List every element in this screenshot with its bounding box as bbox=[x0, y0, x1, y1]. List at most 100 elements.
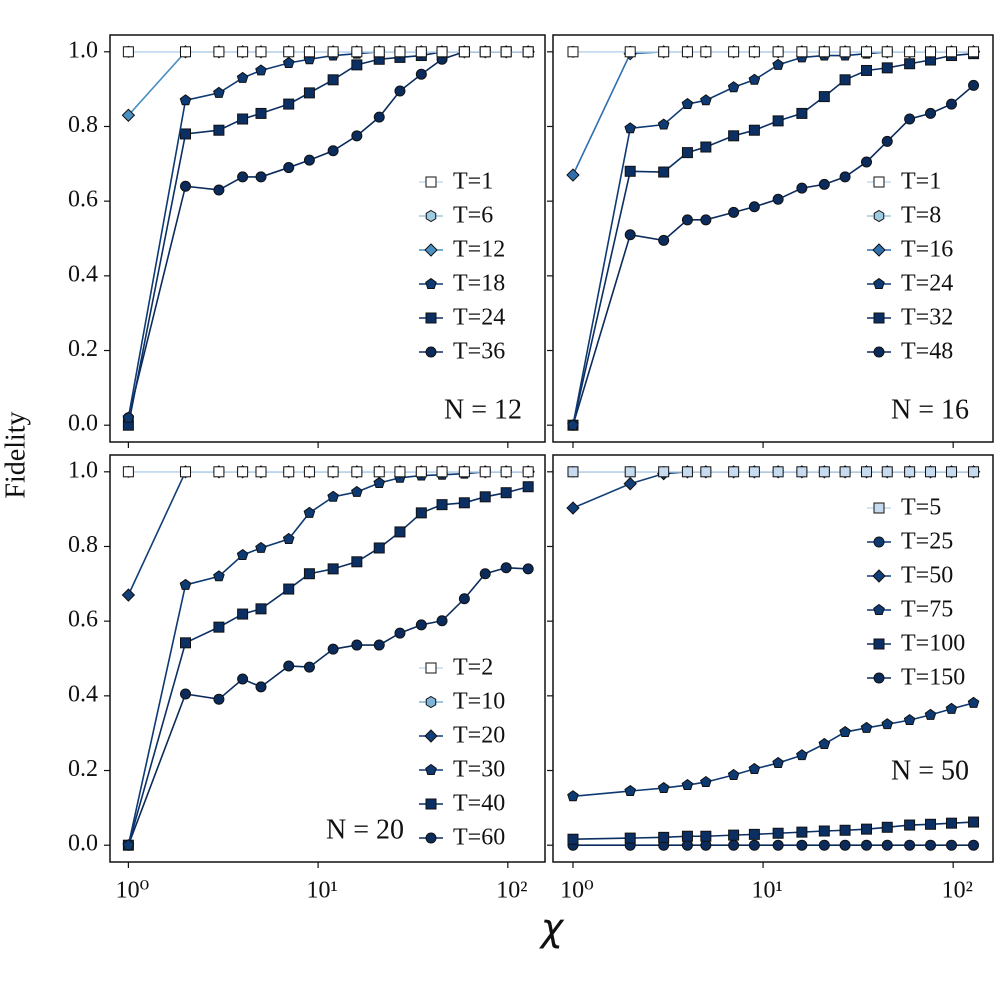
marker bbox=[700, 141, 712, 153]
marker bbox=[351, 556, 363, 568]
marker bbox=[351, 485, 363, 497]
y-tick-label: 0.0 bbox=[68, 411, 98, 437]
marker bbox=[179, 94, 192, 106]
legend-label: T=40 bbox=[453, 791, 505, 817]
marker bbox=[946, 46, 958, 58]
marker bbox=[904, 58, 916, 70]
marker bbox=[255, 466, 267, 478]
x-tick-label: 10² bbox=[942, 878, 973, 904]
marker bbox=[458, 46, 470, 58]
marker bbox=[839, 171, 851, 183]
marker bbox=[500, 466, 512, 478]
marker bbox=[861, 156, 873, 168]
marker bbox=[179, 637, 191, 649]
marker bbox=[436, 46, 448, 58]
y-tick-label: 0.8 bbox=[68, 532, 98, 558]
marker bbox=[772, 46, 784, 58]
series bbox=[567, 466, 980, 478]
y-tick-label: 1.0 bbox=[68, 37, 98, 63]
marker bbox=[872, 569, 886, 583]
marker bbox=[681, 830, 693, 842]
series bbox=[122, 45, 534, 423]
marker bbox=[728, 206, 740, 218]
marker bbox=[122, 411, 135, 423]
marker bbox=[861, 823, 873, 835]
marker bbox=[700, 466, 712, 478]
marker bbox=[415, 68, 427, 80]
marker bbox=[904, 46, 916, 58]
legend-label: T=6 bbox=[453, 203, 493, 229]
marker bbox=[700, 46, 712, 58]
legend-label: T=36 bbox=[453, 339, 505, 365]
marker bbox=[327, 466, 339, 478]
marker bbox=[839, 839, 851, 851]
series-line bbox=[127, 470, 529, 596]
marker bbox=[624, 46, 636, 58]
marker bbox=[727, 81, 740, 93]
series bbox=[566, 45, 981, 182]
marker bbox=[727, 768, 740, 780]
series bbox=[567, 696, 980, 802]
x-axis-label: χ bbox=[539, 906, 565, 950]
marker bbox=[904, 113, 916, 125]
marker bbox=[415, 46, 427, 58]
x-tick-label: 10² bbox=[496, 878, 527, 904]
marker bbox=[236, 548, 249, 561]
marker bbox=[728, 46, 740, 58]
marker bbox=[681, 147, 693, 159]
y-tick-label: 0.2 bbox=[68, 336, 98, 362]
panel-annotation: N = 20 bbox=[326, 814, 404, 845]
marker bbox=[658, 466, 670, 478]
marker bbox=[567, 46, 579, 58]
marker bbox=[748, 828, 760, 840]
marker bbox=[500, 46, 512, 58]
marker bbox=[700, 94, 712, 106]
series bbox=[567, 816, 980, 845]
y-tick-label: 1.0 bbox=[68, 457, 98, 483]
marker bbox=[303, 466, 315, 478]
marker bbox=[282, 56, 295, 68]
marker bbox=[283, 162, 295, 174]
panel: T=1 T=8 T=16 T=24 T=32 T=48 N = 16 bbox=[547, 34, 994, 448]
marker bbox=[881, 821, 893, 833]
marker bbox=[255, 46, 267, 58]
marker bbox=[861, 64, 873, 76]
marker bbox=[283, 466, 295, 478]
marker bbox=[425, 176, 437, 188]
marker bbox=[373, 542, 385, 554]
marker bbox=[121, 588, 136, 602]
marker bbox=[728, 466, 740, 478]
x-tick-label: 10¹ bbox=[307, 878, 338, 904]
marker bbox=[748, 46, 760, 58]
marker bbox=[373, 639, 385, 651]
marker bbox=[373, 476, 386, 488]
marker bbox=[796, 107, 808, 119]
marker bbox=[394, 85, 406, 97]
marker bbox=[748, 762, 761, 774]
marker bbox=[839, 824, 851, 836]
panel: 10⁰ 10¹ 10² T=5 T=25 T=50 T=75 T=100 T=150 N = 50 bbox=[547, 454, 994, 904]
marker bbox=[425, 277, 437, 289]
marker bbox=[436, 466, 448, 478]
marker bbox=[327, 643, 339, 655]
marker bbox=[861, 46, 873, 58]
marker bbox=[479, 568, 491, 580]
marker bbox=[237, 608, 249, 620]
marker bbox=[283, 660, 295, 672]
plot-frame bbox=[109, 34, 546, 443]
marker bbox=[796, 46, 808, 58]
marker bbox=[303, 154, 315, 166]
marker bbox=[303, 568, 315, 580]
marker bbox=[522, 563, 534, 575]
marker bbox=[904, 466, 916, 478]
marker bbox=[567, 419, 579, 431]
marker bbox=[946, 817, 958, 829]
marker bbox=[657, 118, 670, 130]
marker bbox=[373, 111, 385, 123]
legend-label: T=60 bbox=[453, 825, 505, 851]
marker bbox=[213, 184, 225, 196]
legend-label: T=2 bbox=[453, 655, 493, 681]
marker bbox=[122, 46, 134, 58]
marker bbox=[924, 708, 937, 720]
